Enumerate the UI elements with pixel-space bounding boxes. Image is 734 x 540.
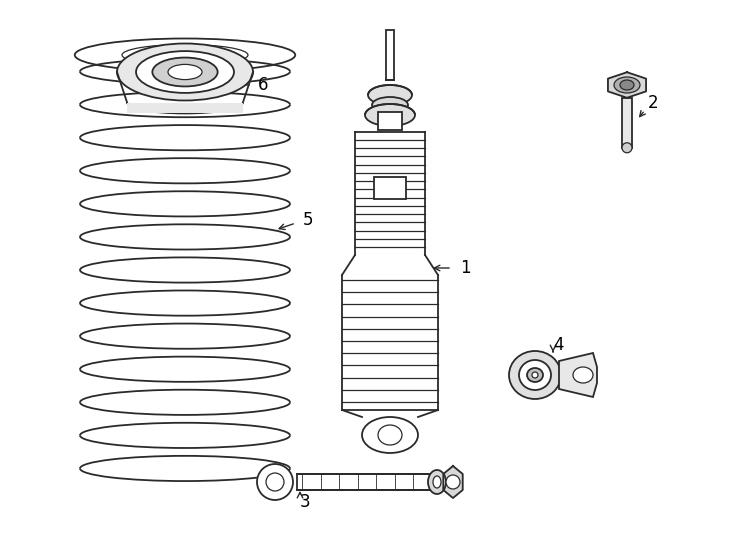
Ellipse shape [257, 464, 293, 500]
Polygon shape [443, 466, 462, 498]
Bar [127, 103, 243, 113]
Bar [386, 30, 394, 80]
Bar [297, 474, 437, 490]
Ellipse shape [527, 368, 543, 382]
Ellipse shape [509, 351, 561, 399]
Ellipse shape [622, 143, 632, 153]
Text: 5: 5 [303, 211, 313, 229]
Text: 2: 2 [648, 94, 658, 112]
Ellipse shape [519, 360, 551, 390]
Text: 4: 4 [553, 336, 564, 354]
Polygon shape [608, 72, 646, 98]
Text: 6: 6 [258, 76, 269, 94]
Ellipse shape [168, 64, 202, 79]
Bar [622, 98, 632, 148]
Polygon shape [559, 353, 597, 397]
Ellipse shape [117, 44, 253, 100]
Ellipse shape [428, 470, 446, 494]
Text: 3: 3 [300, 493, 310, 511]
Ellipse shape [365, 104, 415, 126]
Ellipse shape [620, 80, 634, 90]
Ellipse shape [372, 97, 408, 113]
Bar [378, 112, 402, 130]
Ellipse shape [266, 473, 284, 491]
Ellipse shape [433, 476, 441, 488]
Ellipse shape [446, 475, 460, 489]
Ellipse shape [368, 85, 412, 105]
Ellipse shape [153, 58, 218, 86]
Ellipse shape [362, 417, 418, 453]
Ellipse shape [573, 367, 593, 383]
Bar [374, 177, 406, 199]
Ellipse shape [614, 77, 640, 93]
Ellipse shape [532, 372, 538, 378]
Text: 1: 1 [460, 259, 470, 277]
Ellipse shape [136, 51, 234, 93]
